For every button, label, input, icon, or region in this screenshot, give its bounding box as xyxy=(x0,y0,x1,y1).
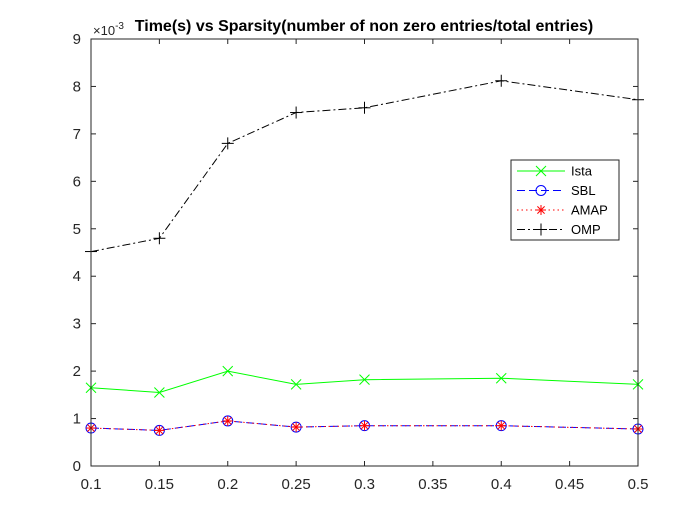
series-omp-point-5 xyxy=(495,74,508,87)
y-tick-label-4: 4 xyxy=(73,268,81,285)
x-tick-label-6: 0.4 xyxy=(491,476,512,493)
x-tick-label-0: 0.1 xyxy=(81,476,102,493)
legend-box xyxy=(510,159,620,241)
x-axis-ticks: 0.1 0.15 0.2 0.25 0.3 0.35 0.4 0.45 0.5 xyxy=(81,39,649,493)
y-axis-multiplier-exponent: -3 xyxy=(115,21,124,32)
series-amap-point-1 xyxy=(154,425,165,436)
series-omp-point-4 xyxy=(358,101,371,114)
y-tick-label-2: 2 xyxy=(73,363,81,380)
legend-entry-amap-marker xyxy=(536,205,546,215)
series-ista-point-5-stroke-b xyxy=(495,372,507,384)
legend: Ista SBL AMAP OMP xyxy=(510,159,620,241)
legend-entry-sbl-marker xyxy=(535,185,547,196)
series-ista-point-4-stroke-b xyxy=(359,374,370,386)
x-tick-label-5: 0.35 xyxy=(418,476,447,493)
x-tick-label-7: 0.45 xyxy=(555,476,584,493)
chart-title: Time(s) vs Sparsity(number of non zero e… xyxy=(135,18,593,35)
legend-entry-sbl: SBL xyxy=(517,183,596,198)
series-ista-point-3 xyxy=(290,379,302,390)
legend-entry-amap: AMAP xyxy=(517,203,608,218)
series-ista-point-2-stroke-b xyxy=(222,365,234,377)
legend-entry-ista-marker xyxy=(535,165,547,177)
y-axis-multiplier-base: ×10 xyxy=(93,23,115,38)
series-ista-point-4 xyxy=(359,374,370,386)
series-ista-point-5 xyxy=(495,372,507,384)
y-tick-label-9: 9 xyxy=(73,31,81,48)
series-amap-point-5 xyxy=(496,420,507,431)
series-amap-point-2-stroke-d xyxy=(223,416,232,425)
legend-entry-amap-label: AMAP xyxy=(571,203,608,218)
y-tick-label-7: 7 xyxy=(73,126,81,143)
x-tick-label-1: 0.15 xyxy=(145,476,174,493)
legend-entry-amap-marker-stroke-d xyxy=(537,206,545,214)
x-tick-label-3: 0.25 xyxy=(282,476,311,493)
y-tick-label-6: 6 xyxy=(73,173,81,190)
series-ista-point-1-stroke-b xyxy=(154,387,165,398)
x-tick-label-4: 0.3 xyxy=(354,476,375,493)
series-ista-point-3-stroke-b xyxy=(290,379,302,390)
series-amap-point-4-stroke-d xyxy=(360,421,369,430)
y-tick-label-8: 8 xyxy=(73,78,81,95)
y-tick-label-1: 1 xyxy=(73,411,81,428)
legend-entry-sbl-label: SBL xyxy=(571,183,596,198)
series-omp-point-1 xyxy=(153,232,166,245)
axes-layer: 0.1 0.15 0.2 0.25 0.3 0.35 0.4 0.45 0.5 0 1 2 3 4 5 6 7 8… xyxy=(73,21,649,493)
series-ista-point-2 xyxy=(222,365,234,377)
legend-entry-sbl-marker-ring xyxy=(535,185,547,196)
y-tick-label-3: 3 xyxy=(73,316,81,333)
series-amap-point-2 xyxy=(222,415,233,426)
y-tick-label-5: 5 xyxy=(73,221,81,238)
series-amap-point-3 xyxy=(291,422,302,433)
series-amap-point-3-stroke-d xyxy=(292,423,301,432)
series-amap-point-4 xyxy=(359,420,370,431)
x-tick-label-8: 0.5 xyxy=(628,476,649,493)
series-omp-point-3 xyxy=(290,106,303,119)
legend-entry-ista-label: Ista xyxy=(571,164,593,179)
y-axis-ticks: 0 1 2 3 4 5 6 7 8 9 xyxy=(73,31,638,475)
series-amap-point-1-stroke-d xyxy=(155,426,164,435)
series-ista-point-1 xyxy=(154,387,165,398)
legend-entry-ista: Ista xyxy=(517,164,593,179)
y-axis-multiplier: ×10-3 xyxy=(93,21,124,38)
series-amap-point-5-stroke-d xyxy=(497,421,506,430)
legend-entry-omp: OMP xyxy=(517,222,601,237)
legend-entry-ista-marker-stroke-b xyxy=(535,165,547,177)
series-omp-point-2 xyxy=(221,137,234,150)
y-tick-label-0: 0 xyxy=(73,458,81,475)
legend-entry-omp-marker xyxy=(535,223,547,236)
legend-entry-omp-label: OMP xyxy=(571,222,601,237)
x-tick-label-2: 0.2 xyxy=(217,476,238,493)
